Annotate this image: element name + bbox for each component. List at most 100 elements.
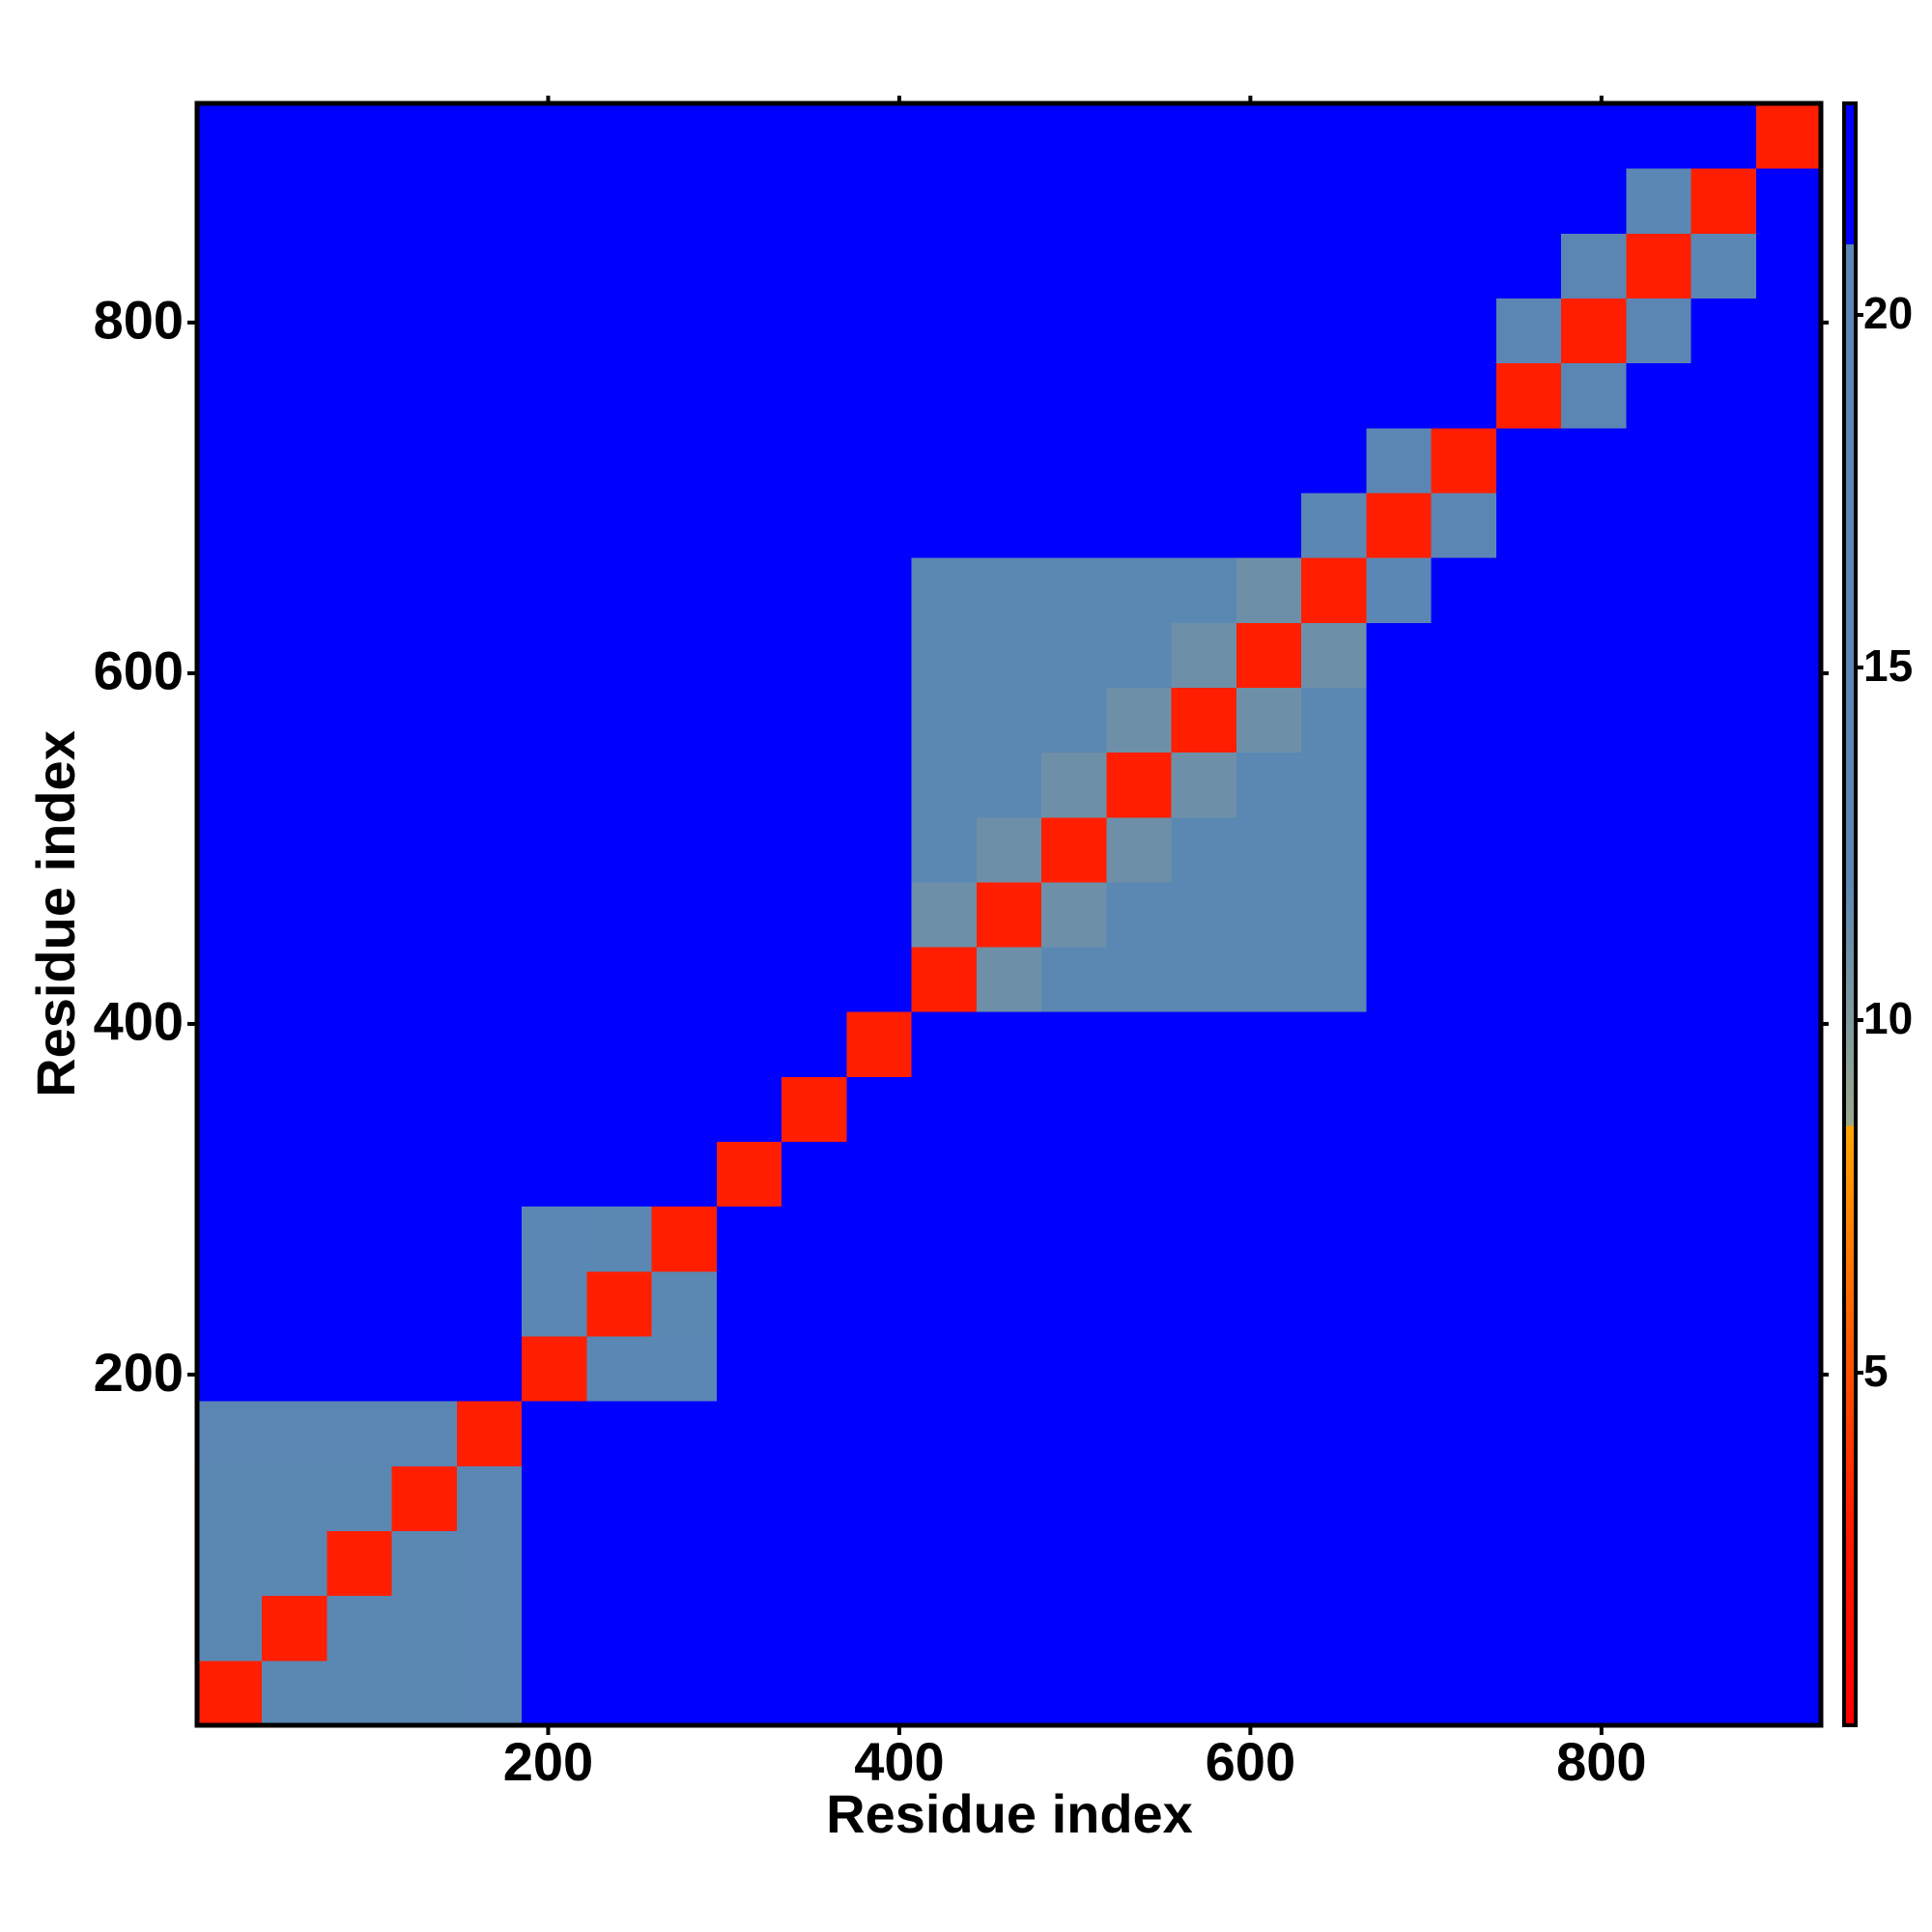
heatmap-cell — [327, 233, 393, 298]
heatmap-cell — [1041, 1336, 1107, 1402]
heatmap-cell — [1755, 103, 1822, 169]
heatmap-cell — [1626, 687, 1692, 753]
heatmap-cell — [716, 427, 782, 494]
heatmap-cell — [262, 1336, 327, 1402]
heatmap-cell — [1431, 1465, 1497, 1532]
heatmap-cell — [391, 427, 458, 494]
heatmap-cell — [1495, 881, 1562, 948]
heatmap-cell — [846, 1530, 913, 1597]
heatmap-cell — [1626, 1011, 1692, 1077]
heatmap-cell — [1041, 1660, 1107, 1726]
heatmap-cell — [1041, 947, 1107, 1012]
heatmap-cell — [1690, 1076, 1757, 1143]
heatmap-cell — [327, 1206, 393, 1272]
heatmap-cell — [1106, 816, 1173, 883]
heatmap-cell — [456, 687, 523, 753]
heatmap-cell — [197, 816, 263, 883]
heatmap-cell — [262, 168, 327, 234]
heatmap-cell — [651, 298, 718, 364]
heatmap-cell — [1626, 168, 1692, 234]
heatmap-cell — [1626, 752, 1692, 818]
heatmap-cell — [391, 1401, 458, 1466]
heatmap-cell — [911, 816, 978, 883]
heatmap-cell — [197, 362, 263, 429]
heatmap-cell — [522, 492, 587, 558]
heatmap-cell — [522, 1336, 587, 1402]
heatmap-cell — [1301, 687, 1367, 753]
heatmap-cell — [1690, 752, 1757, 818]
heatmap-cell — [1301, 427, 1367, 494]
heatmap-cell — [1755, 557, 1822, 623]
heatmap-cell — [1626, 1530, 1692, 1597]
heatmap-cell — [1431, 168, 1497, 234]
heatmap-cell — [262, 233, 327, 298]
heatmap-cell — [1626, 1270, 1692, 1337]
heatmap-cell — [651, 947, 718, 1012]
heatmap-cell — [651, 1401, 718, 1466]
heatmap-cell — [1301, 1270, 1367, 1337]
heatmap-cell — [1106, 1530, 1173, 1597]
heatmap-cell — [262, 1660, 327, 1726]
heatmap-cell — [327, 816, 393, 883]
heatmap-cell — [781, 1465, 847, 1532]
heatmap-cell — [976, 1595, 1042, 1662]
heatmap-cell — [1106, 1011, 1173, 1077]
heatmap-cell — [1561, 1141, 1627, 1208]
heatmap-cell — [1366, 752, 1433, 818]
heatmap-cell — [327, 687, 393, 753]
heatmap-cell — [846, 816, 913, 883]
heatmap-cell — [586, 492, 653, 558]
y-tick-label: 400 — [94, 991, 184, 1052]
heatmap-cell — [1626, 1595, 1692, 1662]
heatmap-cell — [1041, 362, 1107, 429]
heatmap-cell — [716, 1206, 782, 1272]
heatmap-cell — [456, 1076, 523, 1143]
heatmap-cell — [1236, 622, 1302, 688]
heatmap-cell — [1041, 816, 1107, 883]
heatmap-cell — [1106, 1076, 1173, 1143]
heatmap-cell — [1561, 752, 1627, 818]
heatmap-cell — [197, 752, 263, 818]
colorbar — [1842, 101, 1858, 1727]
heatmap-cell — [1755, 362, 1822, 429]
heatmap-cell — [846, 1595, 913, 1662]
x-tick-label: 400 — [854, 1731, 944, 1792]
heatmap-cell — [1626, 947, 1692, 1012]
heatmap-cell — [327, 362, 393, 429]
heatmap-cell — [1041, 1530, 1107, 1597]
heatmap-cell — [1236, 1660, 1302, 1726]
heatmap-cell — [197, 881, 263, 948]
heatmap-cell — [522, 622, 587, 688]
heatmap-cell — [1236, 1465, 1302, 1532]
heatmap-cell — [522, 881, 587, 948]
heatmap-cell — [781, 557, 847, 623]
heatmap-cell — [1171, 752, 1237, 818]
heatmap-cell — [1366, 947, 1433, 1012]
heatmap-cell — [1561, 1530, 1627, 1597]
heatmap-cell — [1561, 362, 1627, 429]
heatmap-cell — [1041, 1270, 1107, 1337]
heatmap-cell — [1041, 687, 1107, 753]
heatmap-cell — [327, 947, 393, 1012]
heatmap-cell — [1106, 298, 1173, 364]
heatmap-cell — [456, 816, 523, 883]
heatmap-cell — [197, 298, 263, 364]
heatmap-cell — [651, 1660, 718, 1726]
heatmap-cell — [846, 881, 913, 948]
heatmap-cell — [846, 1465, 913, 1532]
heatmap-cell — [651, 1336, 718, 1402]
heatmap-cell — [1301, 168, 1367, 234]
heatmap-cell — [197, 687, 263, 753]
heatmap-cell — [1236, 752, 1302, 818]
heatmap-cell — [586, 233, 653, 298]
heatmap-cell — [651, 103, 718, 169]
heatmap-cell — [1690, 1660, 1757, 1726]
x-tick-label: 600 — [1206, 1731, 1295, 1792]
heatmap-cell — [262, 427, 327, 494]
heatmap-cell — [391, 816, 458, 883]
heatmap-cell — [716, 1076, 782, 1143]
heatmap-cell — [1301, 103, 1367, 169]
heatmap-cell — [1106, 233, 1173, 298]
heatmap-cell — [976, 1660, 1042, 1726]
heatmap-cell — [1690, 103, 1757, 169]
